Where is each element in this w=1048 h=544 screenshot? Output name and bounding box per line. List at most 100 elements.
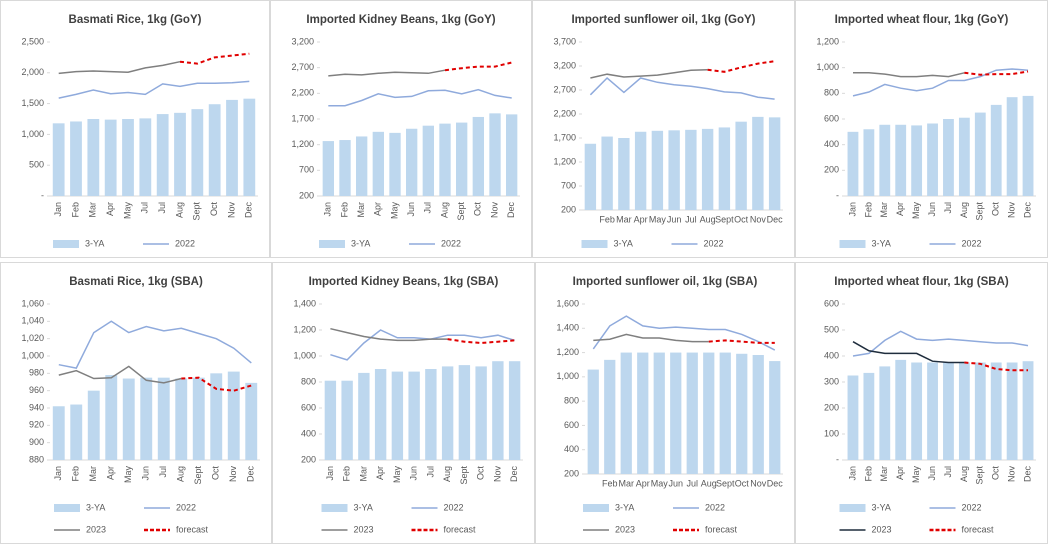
y-tick-label: 700 xyxy=(299,165,314,175)
x-tick-label: Jul xyxy=(685,214,697,224)
bar xyxy=(391,371,404,460)
series-line xyxy=(589,76,775,100)
x-tick-label: Mar xyxy=(88,202,98,218)
x-tick-label: Sept xyxy=(975,466,985,485)
legend-label: forecast xyxy=(705,524,738,534)
x-tick-label: Jan xyxy=(53,202,63,217)
bar xyxy=(768,117,781,210)
x-tick-label: Jun xyxy=(927,202,937,217)
x-tick-label: Nov xyxy=(226,202,236,219)
legend-label: 3-YA xyxy=(86,502,105,512)
x-tick-label: Oct xyxy=(476,466,486,481)
bar xyxy=(686,352,698,474)
bar xyxy=(863,129,875,196)
chart-panel: Imported sunflower oil, 1kg (GoY) 200 700 1… xyxy=(532,0,795,258)
bar xyxy=(104,119,117,196)
bar xyxy=(70,121,82,196)
chart-panel: Imported wheat flour, 1kg (SBA) - 100 200 30… xyxy=(795,262,1048,544)
bar xyxy=(122,119,134,196)
bar xyxy=(208,104,221,196)
legend-swatch xyxy=(839,504,866,512)
bar xyxy=(601,136,613,210)
x-tick-label: Aug xyxy=(701,478,717,488)
x-tick-label: Dec xyxy=(1022,202,1032,219)
bar xyxy=(752,355,764,474)
bar xyxy=(374,369,387,460)
bar xyxy=(456,122,468,196)
legend-label: 3-YA xyxy=(615,502,634,512)
bar xyxy=(990,362,1002,460)
bar xyxy=(406,128,418,196)
x-tick-label: Jul xyxy=(943,466,953,478)
series-line xyxy=(852,330,1029,357)
legend-label: forecast xyxy=(176,524,209,534)
bar xyxy=(372,131,384,196)
chart-title: Imported sunflower oil, 1kg (GoY) xyxy=(571,14,755,26)
y-tick-label: 1,000 xyxy=(556,371,579,381)
y-tick-label: 200 xyxy=(561,204,576,214)
x-tick-label: Jul xyxy=(423,202,433,214)
bar xyxy=(422,125,434,196)
y-tick-label: 400 xyxy=(824,139,839,149)
series-line xyxy=(853,72,965,78)
x-tick-label: Aug xyxy=(174,202,184,218)
x-tick-label: Jul xyxy=(686,478,698,488)
bar xyxy=(243,98,256,196)
y-tick-label: 600 xyxy=(824,113,839,123)
y-tick-label: 1,600 xyxy=(556,298,579,308)
chart-panel: Imported Kidney Beans, 1kg (GoY) 200 700 1,… xyxy=(270,0,532,258)
y-tick-label: 1,400 xyxy=(556,323,579,333)
x-tick-label: Jun xyxy=(406,202,416,217)
x-tick-label: Nov xyxy=(750,214,767,224)
series-line xyxy=(58,320,252,369)
x-tick-label: Jul xyxy=(425,466,435,478)
x-tick-label: Oct xyxy=(734,214,749,224)
y-tick-label: 920 xyxy=(29,420,44,430)
bar xyxy=(156,114,169,196)
y-tick-label: 200 xyxy=(301,454,316,464)
bar xyxy=(389,132,401,196)
y-tick-label: 1,200 xyxy=(553,156,576,166)
bar xyxy=(974,112,986,196)
series-line xyxy=(328,69,446,77)
x-tick-label: May xyxy=(911,466,921,484)
x-tick-label: Nov xyxy=(489,202,499,219)
y-tick-label: 1,200 xyxy=(293,324,316,334)
bar xyxy=(175,378,188,460)
legend-swatch xyxy=(321,504,348,512)
bar xyxy=(472,116,484,196)
bar xyxy=(620,352,632,474)
y-tick-label: 1,000 xyxy=(816,62,839,72)
y-tick-label: 2,200 xyxy=(291,88,314,98)
x-tick-label: Jan xyxy=(323,202,333,217)
x-tick-label: Jul xyxy=(158,466,168,478)
legend-swatch xyxy=(583,504,609,512)
series-line xyxy=(58,365,182,384)
x-tick-label: Oct xyxy=(991,466,1001,481)
series-line xyxy=(330,327,448,342)
x-tick-label: Aug xyxy=(176,466,186,482)
bar xyxy=(174,112,186,196)
x-tick-label: Jan xyxy=(53,466,63,481)
x-tick-label: Apr xyxy=(636,478,650,488)
chart-title: Imported Kidney Beans, 1kg (GoY) xyxy=(306,14,495,26)
y-tick-label: 3,200 xyxy=(291,36,314,46)
y-tick-label: 300 xyxy=(824,376,839,386)
bar xyxy=(70,404,83,460)
y-tick-label: 900 xyxy=(29,437,44,447)
x-tick-label: Oct xyxy=(211,466,221,481)
bar xyxy=(87,390,100,460)
bar xyxy=(895,359,907,460)
x-tick-label: Jun xyxy=(927,466,937,481)
legend-swatch xyxy=(53,240,79,248)
x-tick-label: Sept xyxy=(715,214,734,224)
y-tick-label: 1,000 xyxy=(21,129,44,139)
x-tick-label: May xyxy=(649,214,667,224)
bar xyxy=(634,131,647,210)
bar xyxy=(1006,362,1018,460)
x-tick-label: Aug xyxy=(439,202,449,218)
x-tick-label: Apr xyxy=(895,202,905,216)
y-tick-label: - xyxy=(41,190,44,200)
bar xyxy=(895,124,907,196)
chart-panel: Imported sunflower oil, 1kg (SBA) 200 400 6… xyxy=(535,262,795,544)
